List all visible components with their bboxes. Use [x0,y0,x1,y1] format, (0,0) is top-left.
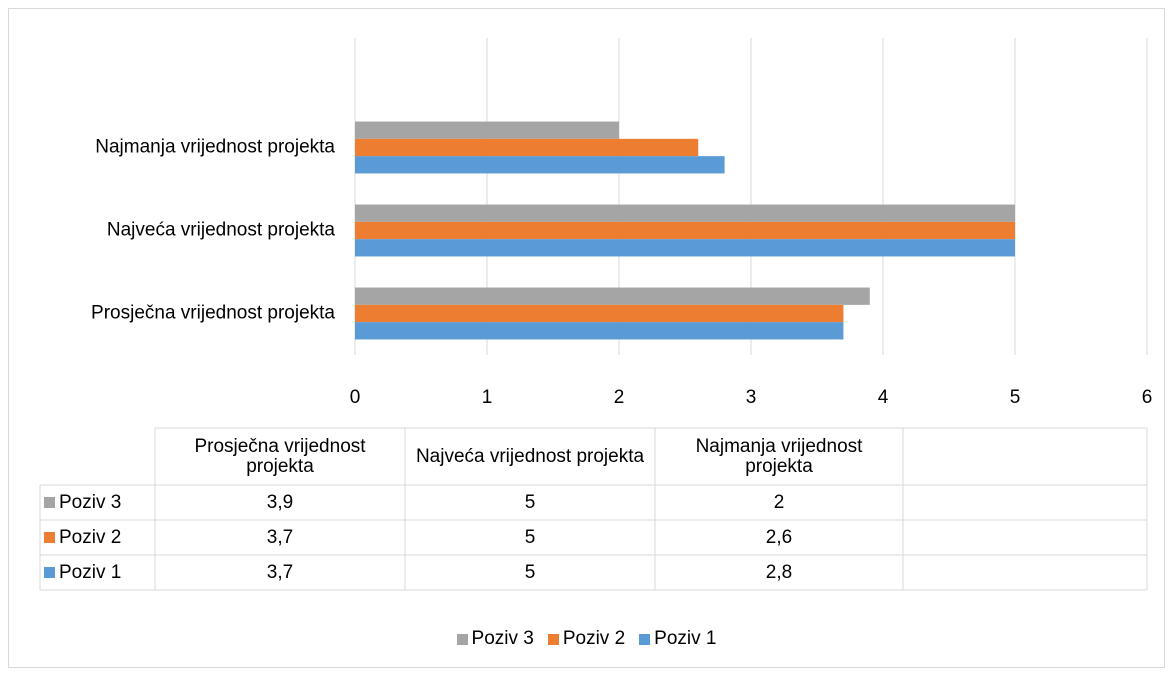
table-cell: 2,6 [765,526,793,548]
table-cell: 3,9 [266,491,294,513]
table-row-header: Poziv 2 [40,520,155,555]
table-cell: 5 [524,561,536,583]
table-row-header: Poziv 1 [40,555,155,590]
table-cell: 5 [524,491,536,513]
x-tick-label: 0 [350,387,361,408]
series-name: Poziv 3 [59,491,122,513]
legend: Poziv 3 Poziv 2 Poziv 1 [0,628,1173,650]
legend-key [639,633,651,645]
x-tick-label: 5 [1010,387,1021,408]
legend-label: Poziv 1 [654,628,717,649]
legend-key [44,567,55,578]
legend-key [44,497,55,508]
x-tick-label: 6 [1142,387,1153,408]
x-tick-label: 2 [614,387,625,408]
bar [355,322,844,340]
legend-label: Poziv 3 [471,628,534,649]
table-header: Najmanja vrijednost projekta [695,435,863,477]
bar [355,121,619,139]
legend-item: Poziv 2 [547,628,626,650]
y-tick-label: Prosječna vrijednost projekta [91,303,335,324]
bar [355,239,1015,257]
table-header: Najveća vrijednost projekta [415,445,645,467]
table-cell: 3,7 [266,561,294,583]
table-cell: 5 [524,526,536,548]
x-tick-label: 1 [482,387,493,408]
y-tick-label: Najmanja vrijednost projekta [95,137,335,158]
table-row-header: Poziv 3 [40,485,155,520]
table-header: Prosječna vrijednost projekta [194,435,366,477]
legend-item: Poziv 1 [639,628,716,650]
legend-item: Poziv 3 [456,628,534,650]
bar [355,287,870,305]
bar [355,138,699,157]
legend-key [44,532,55,543]
legend-key [456,633,468,645]
bar [355,156,725,174]
bar [355,204,1015,222]
bar [355,221,1015,240]
table-cell: 3,7 [266,526,294,548]
legend-label: Poziv 2 [562,628,626,649]
series-name: Poziv 2 [59,526,122,548]
x-tick-label: 3 [746,387,757,408]
table-cell: 2,8 [765,561,793,583]
table-cell: 2 [773,491,785,513]
legend-key [547,633,559,645]
y-tick-label: Najveća vrijednost projekta [107,220,336,241]
series-name: Poziv 1 [59,561,122,583]
bar [355,304,844,323]
x-tick-label: 4 [878,387,889,408]
